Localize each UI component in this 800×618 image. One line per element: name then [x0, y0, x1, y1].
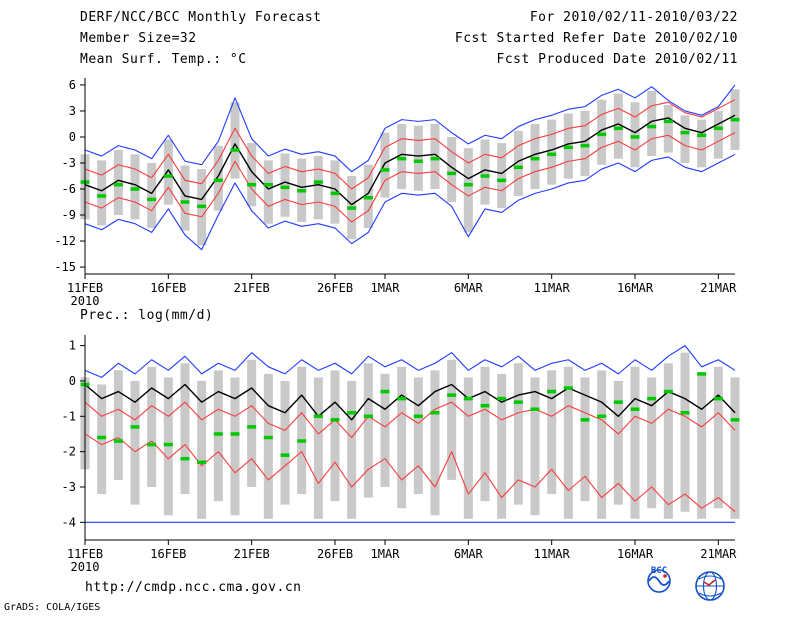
svg-text:26FEB: 26FEB [317, 547, 353, 561]
svg-text:-6: -6 [62, 182, 76, 196]
svg-text:21MAR: 21MAR [700, 281, 737, 295]
svg-text:-15: -15 [54, 260, 76, 274]
svg-text:-9: -9 [62, 208, 76, 222]
svg-text:11FEB: 11FEB [67, 547, 103, 561]
svg-text:1: 1 [69, 339, 76, 353]
prec-panel-title: Prec.: log(mm/d) [80, 308, 214, 323]
svg-text:0: 0 [69, 130, 76, 144]
svg-text:2010: 2010 [71, 294, 100, 308]
svg-text:16MAR: 16MAR [617, 547, 654, 561]
globe-icon [695, 571, 725, 601]
member-size-label: Member Size=32 [80, 31, 197, 46]
temperature-chart: 6 3 0 -3 -6 -9 -12 -15 11FEB 16FEB 21FEB 26FEB 1MAR 6… [54, 78, 740, 308]
svg-text:0: 0 [69, 374, 76, 388]
bcc-logo-label: BCC [650, 566, 668, 576]
page-title: DERF/NCC/BCC Monthly Forecast [80, 10, 322, 25]
svg-text:-3: -3 [62, 156, 76, 170]
svg-text:-3: -3 [62, 480, 76, 494]
svg-text:6MAR: 6MAR [454, 547, 484, 561]
temp-panel-title: Mean Surf. Temp.: °C [80, 52, 247, 67]
svg-text:11FEB: 11FEB [67, 281, 103, 295]
precipitation-chart: 1 0 -1 -2 -3 -4 11FEB 16FEB 21FEB 26FEB 1MAR 6MAR 11… [62, 335, 740, 574]
produced-date-label: Fcst Produced Date 2010/02/11 [496, 52, 738, 67]
bcc-swirl-icon [647, 569, 671, 593]
grads-credit: GrADS: COLA/IGES [4, 602, 101, 613]
forecast-range-label: For 2010/02/11-2010/03/22 [529, 10, 738, 25]
svg-text:11MAR: 11MAR [534, 281, 571, 295]
svg-text:-4: -4 [62, 515, 76, 529]
svg-text:1MAR: 1MAR [371, 281, 401, 295]
bcc-logo: BCC [636, 566, 682, 593]
svg-text:16MAR: 16MAR [617, 281, 654, 295]
svg-text:16FEB: 16FEB [150, 547, 186, 561]
svg-text:-12: -12 [54, 234, 76, 248]
svg-text:11MAR: 11MAR [534, 547, 571, 561]
svg-text:26FEB: 26FEB [317, 281, 353, 295]
svg-text:21FEB: 21FEB [234, 281, 270, 295]
svg-text:-1: -1 [62, 409, 76, 423]
svg-text:-2: -2 [62, 445, 76, 459]
svg-text:6: 6 [69, 78, 76, 92]
svg-text:16FEB: 16FEB [150, 281, 186, 295]
svg-text:2010: 2010 [71, 560, 100, 574]
refer-date-label: Fcst Started Refer Date 2010/02/10 [454, 31, 738, 46]
svg-text:1MAR: 1MAR [371, 547, 401, 561]
svg-text:21MAR: 21MAR [700, 547, 737, 561]
source-url: http://cmdp.ncc.cma.gov.cn [85, 580, 302, 595]
svg-text:3: 3 [69, 104, 76, 118]
svg-text:21FEB: 21FEB [234, 547, 270, 561]
svg-text:6MAR: 6MAR [454, 281, 484, 295]
